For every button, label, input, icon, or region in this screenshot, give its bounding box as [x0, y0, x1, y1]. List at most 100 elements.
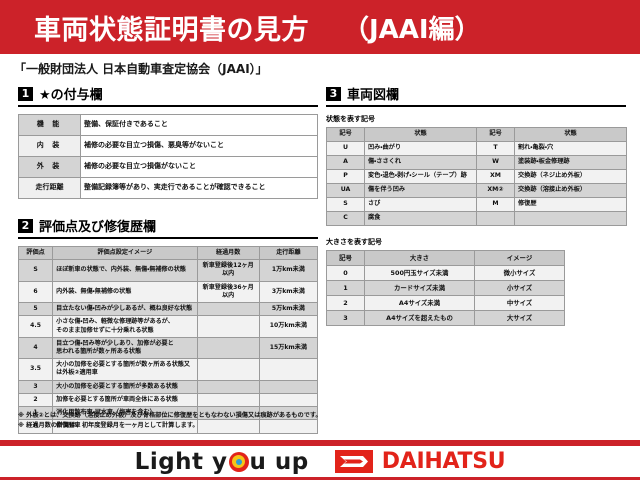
symbol-code-b: W	[476, 155, 515, 170]
column-header-code-a: 記号	[326, 127, 365, 142]
section-2-heading: 2 評価点及び修復歴欄	[18, 216, 318, 239]
eval-months: 新車登録後12ヶ月以内	[196, 259, 260, 282]
star-row-value: 補修の必要な目立つ損傷、悪臭等がないこと	[80, 135, 318, 157]
symbol-state-a: 変色・退色・剥げ・シール（テープ）跡	[364, 169, 477, 184]
footnote-line: ※ 外板②とは、交換跡（溶接止め外板）及び骨格部位に修復歴をともなわない損傷又は…	[18, 412, 322, 419]
left-column: 1 ★の付与欄 機 能 整備、保証付きであること 内 装 補修の必要な目立つ損傷…	[17, 84, 319, 434]
table-header-row: 評価点 評価点設定イメージ 経過月数 走行距離	[17, 245, 319, 261]
size-image: 大サイズ	[474, 310, 565, 326]
column-header-distance: 走行距離	[258, 245, 319, 261]
table-row: U 凹み・曲がり T 割れ・亀裂・穴	[326, 141, 627, 156]
page-title-suffix: （JAAI編）	[343, 14, 481, 45]
symbol-state-b: 塗装跡・板金修理跡	[514, 155, 627, 170]
footnote-line: ※ 経過月数の計算は、初年度登録月を一ヶ月として計算します。	[18, 421, 199, 429]
eval-score: 4	[17, 336, 54, 360]
column-header-state-a: 状態	[364, 127, 477, 142]
table-row: 走行距離 整備記録簿等があり、実走行であることが確認できること	[18, 177, 318, 199]
column-header-state-b: 状態	[514, 127, 627, 142]
eval-distance: 10万km未満	[258, 315, 319, 338]
section-1-heading: 1 ★の付与欄	[18, 84, 318, 107]
table-row: S ほぼ新車の状態で、内外装、無傷・無補修の状態 新車登録後12ヶ月以内 1万k…	[17, 259, 319, 282]
star-row-value: 整備記録簿等があり、実走行であることが確認できること	[80, 177, 318, 199]
eval-months: 新車登録後36ヶ月以内	[196, 280, 260, 304]
table-row: 3 A4サイズを超えたもの 大サイズ	[326, 310, 565, 326]
daihatsu-logo-icon	[334, 450, 373, 473]
star-row-label: 機 能	[18, 114, 81, 136]
star-criteria-table: 機 能 整備、保証付きであること 内 装 補修の必要な目立つ損傷、悪臭等がないこ…	[18, 114, 318, 199]
symbol-code-b: T	[476, 141, 515, 156]
symbol-code-a: S	[326, 197, 365, 212]
section-3-title: 車両図欄	[347, 88, 400, 103]
eval-distance: 3万km未満	[258, 280, 319, 304]
eval-months	[196, 358, 260, 381]
eval-desc: 大小の加修を必要とする箇所が数ヶ所ある状態又 は外板②適用車	[52, 358, 198, 381]
section-3-heading: 3 車両図欄	[326, 84, 626, 107]
column-header-desc: 評価点設定イメージ	[52, 245, 198, 261]
symbol-code-a: C	[326, 211, 365, 226]
symbol-code-b: XM	[476, 169, 515, 184]
symbol-state-a: さび	[364, 197, 477, 212]
eval-score: 1	[17, 406, 54, 421]
column-header-months: 経過月数	[196, 245, 260, 261]
eval-distance: 5万km未満	[258, 302, 319, 317]
table-row: 6 内外装、無傷・無補修の状態 新車登録後36ヶ月以内 3万km未満	[17, 280, 319, 304]
slogan-text-left: Light y	[134, 448, 228, 475]
table-row: 2 A4サイズ未満 中サイズ	[326, 295, 565, 311]
damage-size-table: 記号 大きさ イメージ 0 500円玉サイズ未満 微小サイズ 1 カードサイズ未…	[326, 250, 565, 326]
evaluation-score-table: 評価点 評価点設定イメージ 経過月数 走行距離 S ほぼ新車の状態で、内外装、無…	[17, 245, 319, 434]
table-header-row: 記号 状態 記号 状態	[326, 127, 627, 142]
eval-score: 5	[17, 302, 54, 317]
symbol-state-a: 傷を伴う凹み	[364, 183, 477, 198]
symbol-state-b: 修復歴	[514, 197, 627, 212]
slogan-circle-icon	[228, 451, 249, 472]
size-code: 1	[326, 280, 365, 296]
section-2-badge: 2	[18, 218, 33, 233]
size-code: 3	[326, 310, 365, 326]
section-3-badge: 3	[326, 86, 341, 101]
size-image: 小サイズ	[474, 280, 565, 296]
size-image: 中サイズ	[474, 295, 565, 311]
table-row: R 修復歴車	[17, 419, 319, 434]
table-row: 4.5 小さな傷・凹み、軽微な修理跡等があるが、 そのまま加修せずに十分乗れる状…	[17, 315, 319, 338]
size-table-label: 大きさを表す記号	[326, 238, 382, 246]
brand-slogan: Light y u up	[135, 449, 309, 475]
star-row-label: 外 装	[18, 156, 81, 178]
eval-distance	[258, 379, 319, 394]
size-value: カードサイズ未満	[364, 280, 475, 296]
eval-desc: 加修を必要とする箇所が車両全体にある状態	[52, 392, 198, 408]
eval-score: R	[17, 419, 54, 434]
table-row: S さび M 修復歴	[326, 197, 627, 212]
table-row: 3.5 大小の加修を必要とする箇所が数ヶ所ある状態又 は外板②適用車	[17, 358, 319, 381]
eval-desc: 大小の加修を必要とする箇所が多数ある状態	[52, 379, 198, 394]
eval-months	[196, 315, 260, 338]
condition-symbols-table: 記号 状態 記号 状態 U 凹み・曲がり T 割れ・亀裂・穴 A 傷・ささくれ …	[326, 127, 627, 226]
symbol-code-b	[476, 211, 515, 226]
symbol-code-a: U	[326, 141, 365, 156]
section-1-badge: 1	[18, 86, 33, 101]
header-banner: 車両状態証明書の見方 （JAAI編）	[0, 0, 640, 54]
star-row-value: 整備、保証付きであること	[80, 114, 318, 136]
right-column: 3 車両図欄 状態を表す記号 記号 状態 記号 状態 U 凹み・曲がり T 割れ…	[326, 84, 627, 326]
symbol-code-a: A	[326, 155, 365, 170]
symbol-code-a: UA	[326, 183, 365, 198]
symbol-code-a: P	[326, 169, 365, 184]
eval-distance: 15万km未満	[258, 336, 319, 360]
footnotes: ※ 外板②とは、交換跡（溶接止め外板）及び骨格部位に修復歴をともなわない損傷又は…	[18, 411, 334, 430]
slogan-text-right: u up	[249, 448, 309, 475]
section-1-title: ★の付与欄	[39, 88, 103, 103]
eval-score: 4.5	[17, 315, 54, 338]
star-row-label: 走行距離	[18, 177, 81, 199]
size-value: 500円玉サイズ未満	[364, 265, 475, 281]
table-row: 内 装 補修の必要な目立つ損傷、悪臭等がないこと	[18, 135, 318, 157]
eval-desc: 消化用散布車・冠水車（塩害を含む）	[52, 406, 198, 421]
symbol-state-b	[514, 211, 627, 226]
table-row: P 変色・退色・剥げ・シール（テープ）跡 XM 交換跡（ネジ止め外板）	[326, 169, 627, 184]
symbols-table-label: 状態を表す記号	[326, 115, 375, 123]
size-code: 2	[326, 295, 365, 311]
table-row: 外 装 補修の必要な目立つ損傷がないこと	[18, 156, 318, 178]
size-image: 微小サイズ	[474, 265, 565, 281]
symbol-state-b: 交換跡（溶接止め外板）	[514, 183, 627, 198]
table-row: 5 目立たない傷・凹みが少しあるが、概ね良好な状態 5万km未満	[17, 302, 319, 317]
table-row: 2 加修を必要とする箇所が車両全体にある状態	[17, 392, 319, 408]
eval-desc: 目立つ傷・凹み等が少しあり、加修が必要と 思われる箇所が数ヶ所ある状態	[52, 336, 198, 360]
